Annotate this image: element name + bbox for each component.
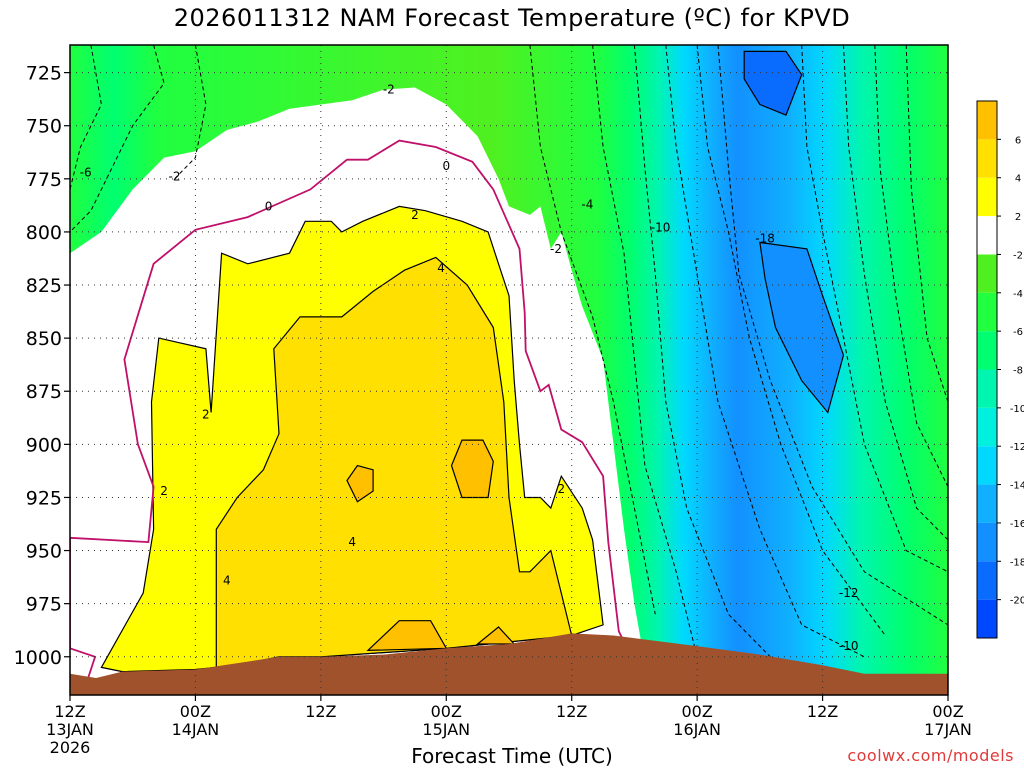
dashed-contour-line	[70, 45, 102, 190]
colorbar-label: -8	[1013, 366, 1023, 377]
colorbar-label: -10	[1010, 404, 1024, 415]
x-tick-label: 17JAN	[924, 720, 972, 739]
dashed-contour-line	[633, 45, 771, 658]
contour-label: -2	[169, 170, 181, 184]
colorbar-label: 6	[1015, 135, 1021, 146]
colorbar-label: -12	[1010, 442, 1024, 453]
colorbar-label: -20	[1010, 596, 1024, 607]
x-axis-title: Forecast Time (UTC)	[411, 744, 613, 768]
x-tick-label: 2026	[50, 738, 91, 757]
dashed-contour-line	[665, 45, 865, 658]
colorbar-label: -14	[1010, 481, 1024, 492]
contour-label: -4	[581, 197, 593, 211]
y-tick-label: 725	[26, 63, 62, 85]
contour-label: 2	[411, 208, 419, 222]
contour-label: 0	[265, 199, 273, 213]
y-tick-label: 775	[26, 169, 62, 191]
contour-label: -2	[550, 242, 562, 256]
y-tick-label: 925	[26, 487, 62, 509]
x-tick-label: 00Z	[180, 702, 211, 721]
colorbar-label: -16	[1010, 519, 1024, 530]
contour-label: -2	[383, 83, 395, 97]
y-tick-label: 875	[26, 381, 62, 403]
x-tick-label: 00Z	[681, 702, 712, 721]
contour-label: 2	[202, 408, 210, 422]
ground-terrain	[70, 633, 948, 695]
contour-label: -18	[755, 231, 775, 245]
contour-label: -6	[80, 165, 92, 179]
y-tick-label: 825	[26, 275, 62, 297]
y-tick-label: 1000	[14, 647, 62, 669]
y-tick-label: 800	[26, 222, 62, 244]
colorbar-segment	[977, 101, 997, 140]
x-tick-label: 00Z	[431, 702, 462, 721]
colorbar-segment	[977, 599, 997, 638]
colorbar-segment	[977, 522, 997, 562]
dashed-contour-line	[905, 45, 948, 403]
colorbar-segment	[977, 369, 997, 408]
contour-label: -10	[651, 221, 671, 235]
x-tick-label: 13JAN	[46, 720, 94, 739]
y-tick-label: 900	[26, 434, 62, 456]
colorbar-segment	[977, 139, 997, 178]
plot-frame	[69, 44, 949, 696]
dashed-contour-line	[592, 45, 698, 657]
credit-link[interactable]: coolwx.com/models	[847, 746, 1014, 765]
y-tick-label: 750	[26, 116, 62, 138]
colorbar-label: -18	[1010, 557, 1024, 568]
dashed-contour-line	[174, 45, 207, 180]
dashed-contour-line	[801, 45, 948, 573]
contour-region	[450, 439, 494, 499]
x-tick-label: 12Z	[556, 702, 587, 721]
y-tick-label: 850	[26, 328, 62, 350]
contour-region	[346, 464, 374, 503]
plot-area: -2 -2 0 0 2 4 2 2 4 4 2 -2 -4 -6 -10 -18 -12 -10	[70, 45, 948, 695]
colorbar-segment	[977, 292, 997, 332]
contour-region	[475, 626, 516, 645]
contour-label: 4	[437, 261, 445, 275]
contour-label: 4	[348, 535, 356, 549]
contour-region	[366, 620, 448, 652]
x-tick-label: 14JAN	[172, 720, 220, 739]
colorbar-segment	[977, 177, 997, 217]
contour-label: 2	[160, 484, 168, 498]
dashed-contour-line	[529, 45, 656, 615]
contour-label: -12	[839, 586, 859, 600]
contour-label: 0	[442, 159, 450, 173]
y-tick-label: 950	[26, 541, 62, 563]
x-tick-label: 12Z	[305, 702, 336, 721]
x-tick-label: 12Z	[54, 702, 85, 721]
chart-title: 2026011312 NAM Forecast Temperature (ºC)…	[173, 4, 851, 32]
colorbar-segment	[977, 216, 997, 255]
colorbar-label: -4	[1013, 289, 1023, 300]
colorbar-segment	[977, 561, 997, 600]
colorbar-segment	[977, 254, 997, 293]
colorbar-segment	[977, 407, 997, 447]
freezing-line	[70, 139, 636, 695]
x-tick-label: 00Z	[932, 702, 963, 721]
dashed-contour-line	[717, 45, 948, 626]
colorbar-segment	[977, 446, 997, 485]
dashed-contour-line	[70, 45, 165, 233]
colorbar-label: -6	[1013, 327, 1023, 338]
colorbar-label: 4	[1015, 174, 1021, 185]
colorbar-segment	[977, 331, 997, 370]
colorbar-segment	[977, 484, 997, 523]
contour-region	[743, 50, 803, 116]
y-tick-label: 975	[26, 594, 62, 616]
x-tick-label: 15JAN	[422, 720, 470, 739]
contour-label: -10	[839, 639, 859, 653]
contour-label: 4	[223, 573, 231, 587]
colorbar-label: -2	[1013, 250, 1023, 261]
x-tick-label: 16JAN	[673, 720, 721, 739]
contour-region	[215, 256, 573, 671]
contour-label: 2	[557, 482, 565, 496]
x-tick-label: 12Z	[807, 702, 838, 721]
colorbar-label: 2	[1015, 212, 1021, 223]
